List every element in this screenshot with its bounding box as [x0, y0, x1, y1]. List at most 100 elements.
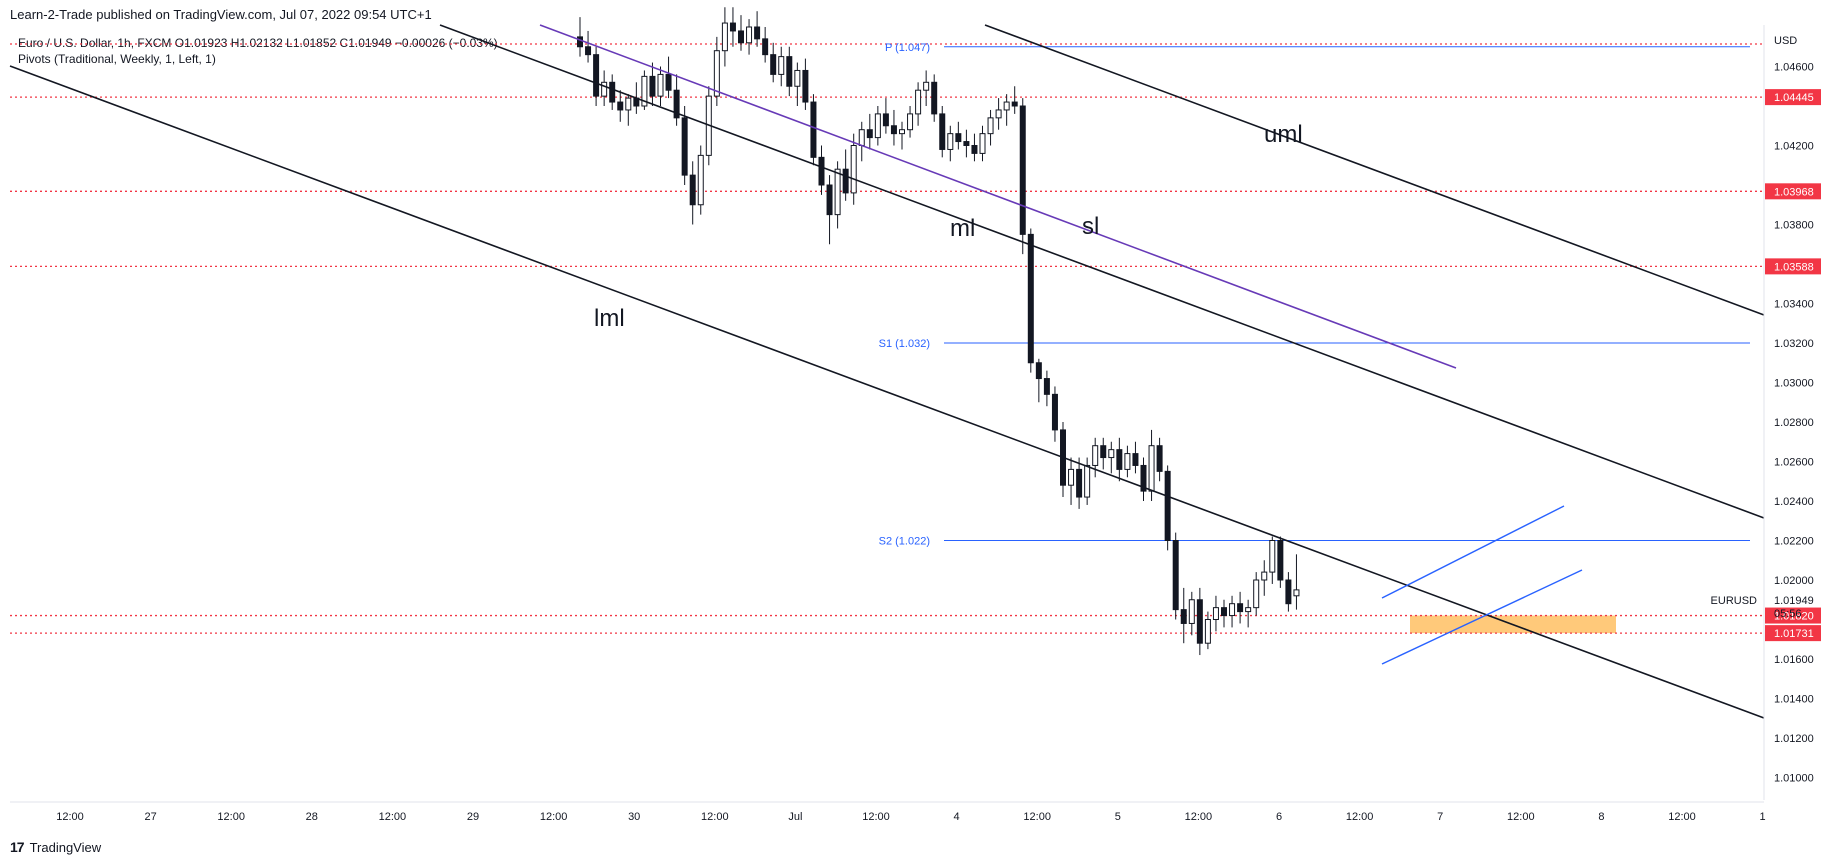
candle-up[interactable] [1084, 464, 1091, 498]
candle-down[interactable] [842, 168, 849, 194]
candle-down[interactable] [1043, 378, 1050, 395]
candle-down[interactable] [1027, 233, 1034, 364]
candle-down[interactable] [866, 129, 873, 139]
candle-down[interactable] [681, 117, 688, 176]
candle-up[interactable] [987, 117, 994, 135]
candle-down[interactable] [963, 141, 970, 147]
candle-up[interactable] [995, 109, 1002, 119]
candle-up[interactable] [979, 133, 986, 154]
candle-down[interactable] [1076, 468, 1083, 498]
candle-up[interactable] [1253, 579, 1260, 609]
candle-up[interactable] [874, 113, 881, 139]
candle-down[interactable] [818, 156, 825, 186]
candle-down[interactable] [762, 38, 769, 56]
candle-down[interactable] [665, 73, 672, 91]
sliding-line[interactable] [539, 24, 1457, 369]
candle-up[interactable] [947, 133, 954, 150]
candle-down[interactable] [729, 22, 736, 32]
candle-down[interactable] [1180, 609, 1187, 624]
candle-up[interactable] [778, 56, 785, 75]
candle-down[interactable] [810, 101, 817, 158]
candle-up[interactable] [858, 129, 865, 146]
candle-down[interactable] [1011, 101, 1018, 107]
rising-channel-lower[interactable] [1381, 569, 1583, 665]
upper-median-line[interactable] [984, 24, 1765, 316]
candle-up[interactable] [834, 168, 841, 216]
candle-up[interactable] [1261, 571, 1268, 581]
price-tick-label: 1.04200 [1774, 141, 1814, 153]
candle-down[interactable] [1196, 599, 1203, 644]
candle-up[interactable] [1003, 101, 1010, 111]
median-line[interactable] [439, 24, 1765, 519]
candle-down[interactable] [770, 54, 777, 75]
candle-down[interactable] [585, 46, 592, 56]
candle-up[interactable] [721, 22, 728, 52]
candle-up[interactable] [923, 81, 930, 91]
candle-down[interactable] [1019, 105, 1026, 235]
candle-down[interactable] [649, 75, 656, 97]
candle-up[interactable] [1092, 445, 1099, 466]
candle-up[interactable] [1068, 468, 1075, 486]
candle-down[interactable] [738, 30, 744, 44]
indicator-line[interactable]: Pivots (Traditional, Weekly, 1, Left, 1) [18, 52, 216, 66]
candle-down[interactable] [1172, 540, 1179, 611]
candle-up[interactable] [625, 97, 632, 111]
candle-up[interactable] [899, 129, 905, 135]
candle-down[interactable] [826, 184, 833, 216]
candle-up[interactable] [907, 113, 914, 131]
candle-up[interactable] [1108, 449, 1115, 459]
candle-down[interactable] [1277, 540, 1284, 581]
candle-up[interactable] [601, 81, 608, 97]
candle-down[interactable] [1164, 470, 1171, 541]
candle-down[interactable] [1237, 603, 1244, 613]
candle-down[interactable] [939, 113, 946, 150]
candle-up[interactable] [1204, 619, 1211, 644]
candle-down[interactable] [1132, 453, 1139, 466]
candle-up[interactable] [697, 154, 704, 206]
candle-up[interactable] [641, 75, 648, 107]
candle-down[interactable] [802, 69, 809, 103]
candle-down[interactable] [673, 89, 680, 119]
tradingview-logo-icon[interactable]: 17 [10, 839, 25, 855]
candle-down[interactable] [1035, 362, 1042, 380]
candle-up[interactable] [1293, 589, 1300, 597]
candle-down[interactable] [1285, 579, 1292, 605]
candle-up[interactable] [850, 145, 857, 194]
candle-down[interactable] [1100, 445, 1107, 459]
candle-down[interactable] [882, 113, 889, 127]
candle-up[interactable] [746, 26, 753, 44]
candle-up[interactable] [713, 50, 720, 97]
candle-up[interactable] [1148, 445, 1155, 492]
candle-up[interactable] [657, 73, 664, 97]
candle-down[interactable] [754, 26, 761, 40]
candle-up[interactable] [1212, 607, 1219, 621]
candle-down[interactable] [890, 125, 897, 135]
candle-up[interactable] [1229, 603, 1236, 617]
candle-up[interactable] [915, 89, 922, 115]
candle-down[interactable] [609, 81, 616, 103]
candle-down[interactable] [971, 145, 978, 154]
candle-up[interactable] [794, 69, 801, 87]
plot-area[interactable] [10, 25, 1760, 800]
lower-median-line[interactable] [9, 65, 1765, 719]
candle-up[interactable] [1188, 599, 1195, 624]
candle-down[interactable] [1140, 464, 1147, 492]
candle-up[interactable] [1269, 540, 1276, 573]
rising-channel-upper[interactable] [1381, 505, 1565, 599]
footer-brand[interactable]: TradingView [29, 839, 102, 855]
candle-up[interactable] [1124, 453, 1131, 470]
candle-down[interactable] [1116, 449, 1123, 470]
candle-down[interactable] [786, 56, 793, 87]
candle-down[interactable] [1221, 607, 1227, 617]
candle-up[interactable] [1245, 607, 1252, 613]
candle-down[interactable] [1156, 445, 1163, 472]
candle-down[interactable] [931, 81, 938, 115]
candle-down[interactable] [577, 36, 583, 48]
candle-down[interactable] [689, 174, 696, 206]
candle-down[interactable] [617, 101, 624, 111]
candle-down[interactable] [955, 133, 962, 143]
symbol-title[interactable]: Euro / U.S. Dollar, 1h, FXCM [18, 36, 172, 50]
candle-down[interactable] [593, 54, 600, 97]
candle-down[interactable] [1051, 393, 1058, 431]
